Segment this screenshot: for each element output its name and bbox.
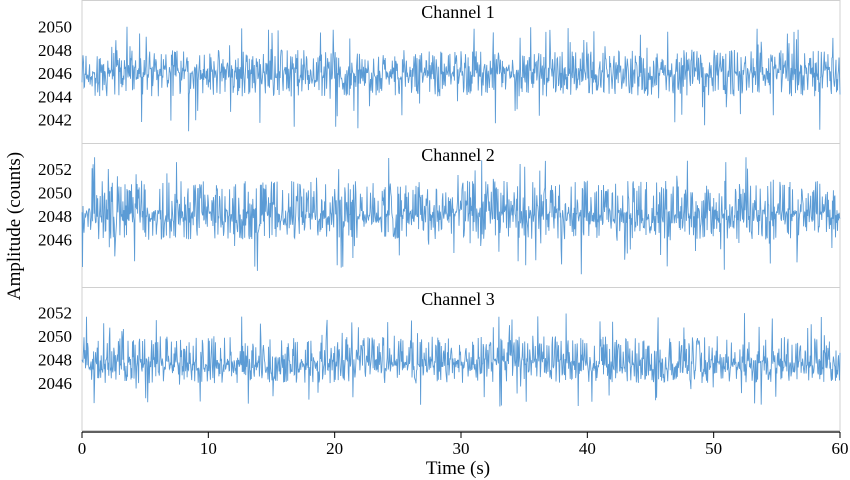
x-tick-label: 20 — [326, 439, 343, 458]
x-tick-label: 40 — [579, 439, 596, 458]
panel-title: Channel 3 — [421, 289, 495, 309]
panel-1: Channel 1 2042 2044 2046 2048 2050 — [38, 0, 841, 144]
x-tick-label: 50 — [705, 439, 722, 458]
y-tick-label: 2042 — [38, 111, 72, 130]
y-tick-label: 2050 — [38, 327, 72, 346]
series-line — [81, 26, 841, 132]
y-tick-label: 2048 — [38, 207, 72, 226]
y-axis-title: Amplitude (counts) — [4, 152, 25, 300]
series-line — [81, 157, 841, 275]
y-tick-label: 2052 — [38, 160, 72, 179]
panels: Channel 1 2042 2044 2046 2048 2050 Channel 2 20… — [38, 0, 841, 431]
y-tick-label: 2050 — [38, 18, 72, 37]
y-tick-label: 2048 — [38, 351, 72, 370]
panel-title: Channel 2 — [421, 145, 495, 165]
x-tick-label: 30 — [453, 439, 470, 458]
panel-3: Channel 3 2046 2048 2050 2052 — [38, 287, 841, 431]
x-tick-label: 0 — [78, 439, 87, 458]
x-tick-label: 60 — [832, 439, 849, 458]
y-tick-label: 2048 — [38, 41, 72, 60]
x-ticks: 0 10 20 30 40 50 60 — [78, 432, 849, 458]
y-tick-label: 2050 — [38, 183, 72, 202]
panel-title: Channel 1 — [421, 2, 495, 22]
y-tick-label: 2046 — [38, 64, 72, 83]
x-axis-title: Time (s) — [426, 458, 490, 479]
y-tick-label: 2044 — [38, 87, 73, 106]
series-line — [81, 313, 841, 407]
y-tick-label: 2046 — [38, 374, 72, 393]
x-tick-label: 10 — [200, 439, 217, 458]
panel-2: Channel 2 2046 2048 2050 2052 — [38, 143, 841, 288]
y-tick-label: 2052 — [38, 304, 72, 323]
y-tick-label: 2046 — [38, 231, 72, 250]
